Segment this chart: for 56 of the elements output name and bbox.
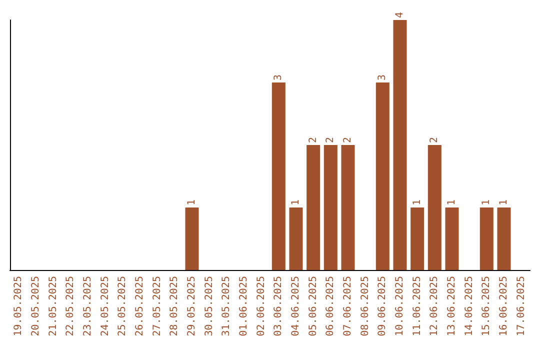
- x-tick-label: 21.05.2025: [48, 276, 59, 336]
- data-label: 2: [429, 136, 440, 143]
- x-tick-label: 07.06.2025: [342, 276, 354, 336]
- x-tick-label: 16.06.2025: [498, 276, 510, 336]
- bar: [341, 145, 355, 270]
- data-label: 2: [308, 136, 319, 143]
- x-tick-label: 22.05.2025: [65, 276, 76, 336]
- bar: [324, 145, 338, 270]
- bar: [185, 208, 199, 270]
- x-tick-label: 24.05.2025: [100, 276, 111, 336]
- bar: [497, 208, 511, 270]
- data-label: 1: [290, 199, 302, 206]
- data-label: 1: [412, 199, 423, 206]
- x-tick-label: 14.06.2025: [464, 276, 475, 336]
- bar: [410, 208, 424, 270]
- x-tick-label: 23.05.2025: [82, 276, 94, 336]
- x-tick-label: 03.06.2025: [273, 276, 284, 336]
- data-label: 1: [186, 199, 198, 206]
- x-tick-label: 13.06.2025: [446, 276, 458, 336]
- x-tick-label: 31.05.2025: [221, 276, 232, 336]
- data-label: 1: [446, 199, 458, 206]
- x-tick-label: 08.06.2025: [360, 276, 371, 336]
- x-tick-label: 17.06.2025: [516, 276, 527, 336]
- bar: [272, 82, 286, 270]
- x-tick-label: 27.05.2025: [152, 276, 163, 336]
- bar: [306, 145, 320, 270]
- x-tick-label: 30.05.2025: [204, 276, 215, 336]
- bar: [393, 20, 407, 270]
- bar: [376, 82, 390, 270]
- x-tick-label: 05.06.2025: [308, 276, 319, 336]
- x-tick-label: 12.06.2025: [429, 276, 440, 336]
- x-tick-label: 28.05.2025: [169, 276, 180, 336]
- x-tick-label: 15.06.2025: [481, 276, 492, 336]
- x-tick-label: 02.06.2025: [256, 276, 267, 336]
- x-tick-label: 09.06.2025: [377, 276, 388, 336]
- data-label: 1: [498, 199, 510, 206]
- x-tick-label: 01.06.2025: [238, 276, 250, 336]
- bar: [480, 208, 494, 270]
- x-tick-label: 10.06.2025: [394, 276, 406, 336]
- x-tick-label: 26.05.2025: [134, 276, 146, 336]
- data-label: 2: [325, 136, 336, 143]
- x-tick-label: 06.06.2025: [325, 276, 336, 336]
- x-tick-label: 25.05.2025: [117, 276, 128, 336]
- data-label: 3: [273, 74, 284, 80]
- bar: [289, 208, 303, 270]
- data-label: 1: [481, 199, 492, 206]
- data-label: 3: [377, 74, 388, 80]
- data-label: 2: [342, 136, 354, 143]
- x-tick-label: 11.06.2025: [412, 276, 423, 336]
- bar: [428, 145, 442, 270]
- x-tick-label: 20.05.2025: [30, 276, 42, 336]
- data-label: 4: [394, 12, 406, 18]
- x-tick-label: 04.06.2025: [290, 276, 302, 336]
- x-tick-label: 19.05.2025: [13, 276, 24, 336]
- bar: [445, 208, 459, 270]
- x-tick-label: 29.05.2025: [186, 276, 198, 336]
